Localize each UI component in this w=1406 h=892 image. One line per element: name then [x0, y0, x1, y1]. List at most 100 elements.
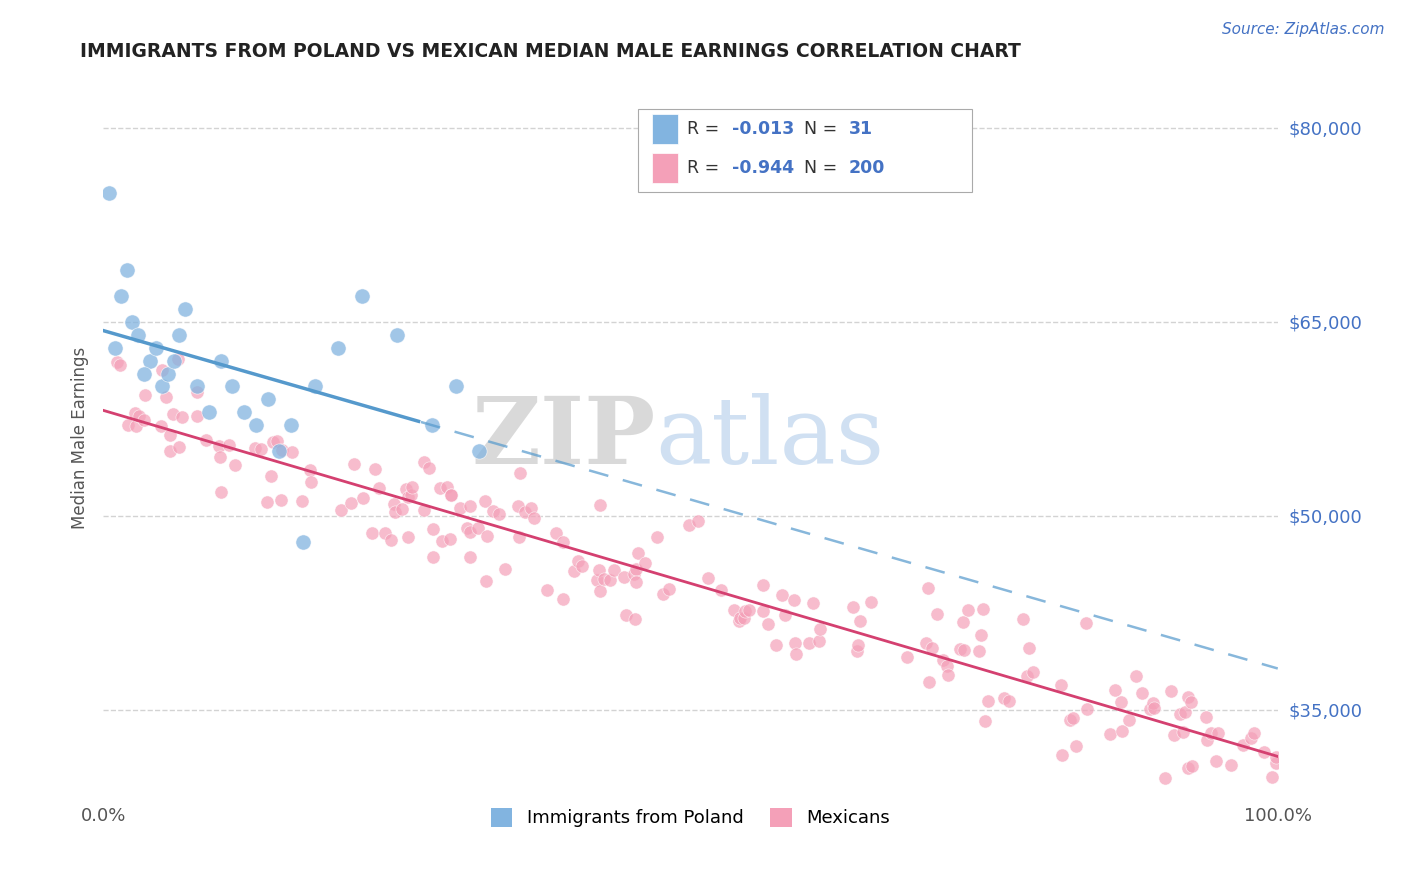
Point [269, 444, 291, 458]
Point [162, 353, 184, 368]
Text: 200: 200 [849, 159, 886, 178]
Point [623, 566, 645, 581]
Point [280, 445, 302, 459]
Point [917, 581, 939, 595]
Point [896, 650, 918, 665]
Point [110, 289, 132, 303]
Point [1049, 678, 1071, 692]
Point [520, 501, 543, 516]
Point [430, 534, 453, 549]
Point [1177, 690, 1199, 705]
Point [128, 409, 150, 424]
Text: -0.944: -0.944 [731, 159, 793, 178]
Point [849, 614, 872, 628]
Point [250, 442, 273, 456]
Point [439, 533, 461, 547]
Point [422, 522, 444, 536]
Point [343, 457, 366, 471]
Point [752, 578, 775, 592]
Point [998, 694, 1021, 708]
Point [396, 530, 419, 544]
Point [915, 636, 938, 650]
Point [1177, 761, 1199, 775]
Point [159, 427, 181, 442]
Point [977, 694, 1000, 708]
Point [1104, 683, 1126, 698]
Point [326, 341, 349, 355]
Point [262, 435, 284, 450]
Point [1194, 710, 1216, 724]
Point [1066, 739, 1088, 754]
Text: R =: R = [688, 159, 724, 178]
Point [846, 638, 869, 652]
Point [523, 511, 546, 525]
Point [785, 647, 807, 661]
Point [509, 466, 531, 480]
Point [186, 379, 208, 393]
Point [953, 643, 976, 657]
Point [270, 492, 292, 507]
Point [624, 562, 647, 576]
Point [259, 469, 281, 483]
Point [1181, 759, 1204, 773]
Point [108, 358, 131, 372]
Point [329, 503, 352, 517]
Point [134, 388, 156, 402]
FancyBboxPatch shape [637, 109, 973, 192]
Point [553, 591, 575, 606]
Point [475, 574, 498, 588]
Point [1018, 641, 1040, 656]
Point [98, 186, 121, 200]
Point [429, 481, 451, 495]
Point [949, 642, 972, 657]
Point [562, 564, 585, 578]
Point [474, 494, 496, 508]
Point [738, 602, 761, 616]
Point [124, 406, 146, 420]
Point [115, 263, 138, 277]
Point [1219, 758, 1241, 772]
Point [456, 521, 478, 535]
Point [121, 315, 143, 329]
Point [413, 503, 436, 517]
Text: 31: 31 [849, 120, 873, 138]
Text: Source: ZipAtlas.com: Source: ZipAtlas.com [1222, 22, 1385, 37]
Point [553, 535, 575, 549]
Point [1015, 669, 1038, 683]
Point [546, 525, 568, 540]
Point [624, 611, 647, 625]
Point [728, 611, 751, 625]
Point [458, 549, 481, 564]
Point [159, 444, 181, 458]
Point [969, 628, 991, 642]
Point [245, 418, 267, 433]
Point [174, 301, 197, 316]
Point [756, 617, 779, 632]
Point [127, 327, 149, 342]
Point [350, 289, 373, 303]
Point [155, 390, 177, 404]
Point [449, 501, 471, 516]
Point [974, 714, 997, 728]
Point [842, 600, 865, 615]
Point [1240, 731, 1263, 745]
Point [399, 488, 422, 502]
Point [1062, 711, 1084, 725]
Point [167, 352, 190, 367]
Point [734, 604, 756, 618]
Y-axis label: Median Male Earnings: Median Male Earnings [72, 347, 89, 529]
Point [1243, 725, 1265, 739]
Point [627, 546, 650, 560]
Point [603, 562, 626, 576]
Point [1139, 701, 1161, 715]
Point [588, 584, 610, 599]
Point [395, 483, 418, 497]
Point [125, 418, 148, 433]
Point [440, 488, 463, 502]
Point [104, 341, 127, 355]
Point [209, 450, 232, 465]
Point [588, 563, 610, 577]
Point [363, 462, 385, 476]
Point [233, 405, 256, 419]
Point [634, 556, 657, 570]
